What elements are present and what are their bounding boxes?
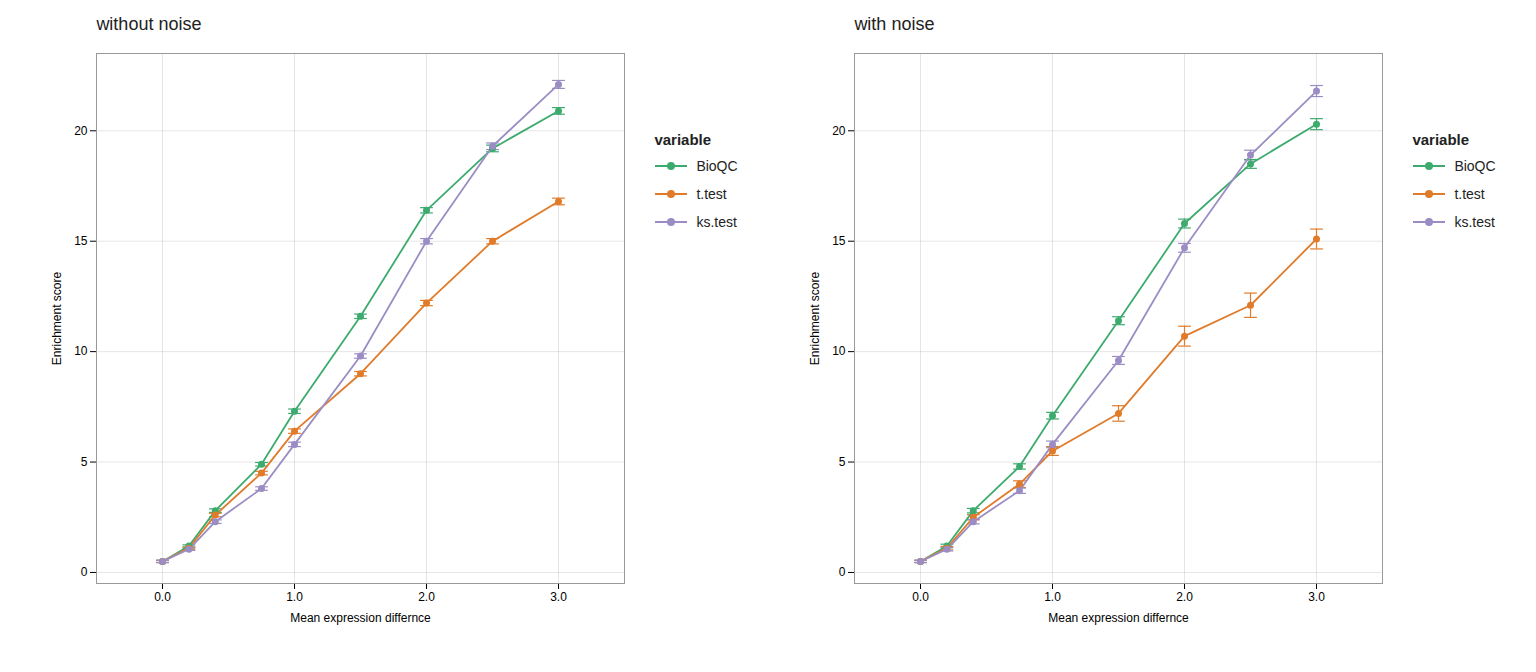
html-text:BioQC: BioQC	[1454, 158, 1496, 174]
html-text:ks.test: ks.test	[696, 214, 737, 230]
svg-text:20: 20	[75, 124, 89, 138]
svg-text:1.0: 1.0	[287, 590, 304, 604]
svg-text:Mean expression differnce: Mean expression differnce	[1049, 611, 1190, 625]
svg-text:3.0: 3.0	[1309, 590, 1326, 604]
html-text:t.test: t.test	[696, 186, 727, 202]
svg-text:0: 0	[839, 565, 846, 579]
svg-text:2.0: 2.0	[1177, 590, 1194, 604]
svg-text:10: 10	[833, 344, 847, 358]
svg-text:5: 5	[81, 455, 88, 469]
svg-text:15: 15	[833, 234, 847, 248]
svg-text:2.0: 2.0	[419, 590, 436, 604]
svg-text:1.0: 1.0	[1045, 590, 1062, 604]
html-text:variable: variable	[654, 131, 712, 148]
svg-text:10: 10	[75, 344, 89, 358]
svg-text:Enrichment score: Enrichment score	[808, 271, 822, 365]
html-text:with noise: with noise	[854, 14, 935, 34]
svg-text:5: 5	[839, 455, 846, 469]
html-text:ks.test: ks.test	[1454, 214, 1495, 230]
html-text:variable: variable	[1412, 131, 1470, 148]
svg-text:Enrichment score: Enrichment score	[50, 271, 64, 365]
svg-text:Mean expression differnce: Mean expression differnce	[291, 611, 432, 625]
svg-text:15: 15	[75, 234, 89, 248]
svg-text:0: 0	[81, 565, 88, 579]
html-text:BioQC: BioQC	[696, 158, 738, 174]
svg-text:0.0: 0.0	[913, 590, 930, 604]
svg-text:3.0: 3.0	[551, 590, 568, 604]
html-text:t.test: t.test	[1454, 186, 1485, 202]
svg-text:20: 20	[833, 124, 847, 138]
svg-text:0.0: 0.0	[155, 590, 172, 604]
html-text:without noise: without noise	[96, 14, 202, 34]
